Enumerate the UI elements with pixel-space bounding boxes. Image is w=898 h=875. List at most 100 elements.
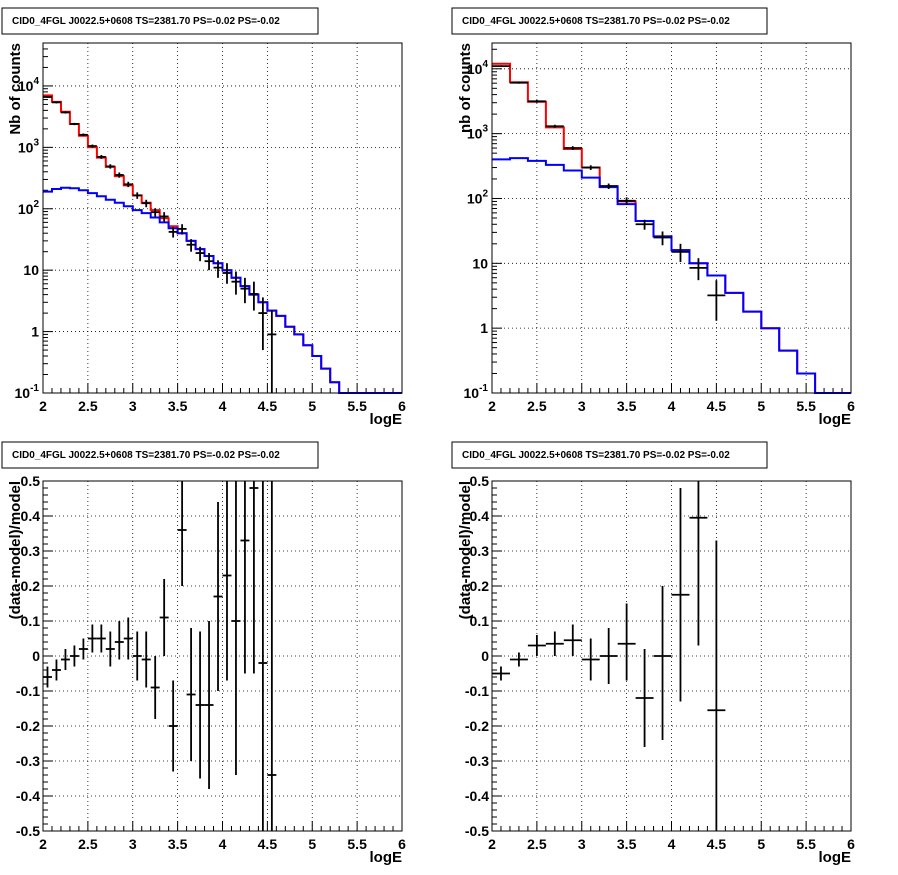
x-tick-label: 4.5 [258, 836, 278, 852]
data-point [267, 481, 277, 831]
data-point [213, 502, 223, 691]
data-point [492, 65, 510, 68]
y-tick-label: 104 [18, 76, 40, 94]
y-tick-label: 0.1 [21, 613, 41, 629]
y-tick-label: 0.5 [470, 473, 490, 489]
data-point [231, 271, 241, 295]
x-tick-label: 5.5 [347, 836, 367, 852]
x-tick-label: 3 [578, 836, 586, 852]
data-point [69, 122, 79, 126]
y-tick-label: -0.4 [16, 788, 40, 804]
data-point [635, 219, 654, 230]
data-point [267, 310, 277, 393]
y-tick-label: -0.1 [16, 683, 40, 699]
x-tick-label: 6 [398, 398, 406, 414]
x-tick-label: 4.5 [707, 836, 727, 852]
data-point [150, 656, 160, 719]
data-point [563, 624, 582, 656]
panel-top-left: CID0_4FGL J0022.5+0608 TS=2381.70 PS=-0.… [1, 7, 406, 428]
y-axis-title: nb of counts [457, 43, 474, 133]
y-tick-label: 0.5 [21, 473, 41, 489]
data-point [195, 246, 205, 262]
x-tick-label: 3 [578, 398, 586, 414]
data-point [231, 481, 241, 775]
data-point [43, 96, 52, 98]
x-axis-title: logE [819, 411, 852, 428]
y-tick-label: 104 [467, 59, 489, 77]
data-point [78, 638, 88, 660]
x-tick-label: 2 [488, 836, 496, 852]
y-tick-label: 10-1 [464, 383, 489, 401]
data-point [186, 239, 196, 252]
x-tick-label: 4.5 [258, 398, 278, 414]
data-point [78, 133, 88, 137]
data-point [492, 666, 510, 681]
y-tick-label: -0.2 [16, 718, 40, 734]
data-point [545, 631, 564, 656]
y-tick-label: 10-1 [15, 383, 40, 401]
panel-title-box [1, 441, 319, 469]
data-point [204, 253, 214, 271]
plot-frame [491, 42, 852, 394]
data-point [581, 165, 600, 170]
data-point [689, 481, 708, 646]
x-tick-label: 6 [398, 836, 406, 852]
data-point [96, 624, 106, 653]
data-point [707, 280, 726, 321]
data-point [653, 231, 672, 246]
y-tick-label: 103 [18, 137, 40, 155]
x-axis-title: logE [819, 849, 852, 866]
y-tick-label: 0.2 [21, 578, 41, 594]
x-tick-label: 4.5 [707, 398, 727, 414]
data-point [563, 146, 582, 150]
y-tick-label: 102 [18, 199, 40, 217]
x-tick-label: 3.5 [617, 836, 637, 852]
data-point [114, 621, 124, 660]
y-tick-label: -0.3 [16, 753, 40, 769]
y-tick-label: 0.1 [470, 613, 490, 629]
data-point [240, 481, 250, 674]
y-tick-label: 0 [32, 648, 40, 664]
data-point [132, 631, 142, 681]
panel-title-box [451, 7, 768, 35]
data-point [114, 172, 124, 178]
data-point [150, 208, 160, 217]
x-tick-label: 2.5 [527, 398, 547, 414]
plot-frame [42, 42, 403, 394]
panel-title: CID0_4FGL J0022.5+0608 TS=2381.70 PS=-0.… [462, 450, 730, 461]
y-tick-label: 0.4 [470, 508, 490, 524]
data-point [177, 224, 187, 235]
data-point [51, 101, 61, 104]
x-tick-label: 3.5 [168, 836, 188, 852]
data-point [599, 183, 618, 190]
data-point [159, 212, 169, 222]
data-point [69, 645, 79, 667]
data-point [671, 488, 690, 702]
y-tick-label: -0.5 [16, 823, 40, 839]
data-point [258, 481, 268, 831]
x-tick-label: 5.5 [796, 398, 816, 414]
data-point [240, 277, 250, 304]
x-tick-label: 2 [39, 836, 47, 852]
x-tick-label: 5 [308, 836, 316, 852]
data-point [617, 197, 636, 205]
y-tick-label: 0.4 [21, 508, 41, 524]
y-tick-label: -0.5 [465, 823, 489, 839]
x-axis-title: logE [370, 849, 403, 866]
y-axis-title: (data-model)/model [7, 481, 24, 619]
data-point [617, 603, 636, 681]
data-point [653, 586, 672, 740]
data-point [222, 263, 232, 284]
panel-bottom-left: CID0_4FGL J0022.5+0608 TS=2381.70 PS=-0.… [1, 441, 406, 866]
data-point [168, 680, 178, 772]
y-tick-label: 1 [31, 324, 39, 340]
panel-title-box [1, 7, 319, 35]
data-point [671, 243, 690, 262]
data-point [222, 481, 232, 681]
data-point [87, 624, 97, 653]
x-tick-label: 2 [39, 398, 47, 414]
data-point [689, 258, 708, 281]
data-point [258, 297, 268, 351]
y-axis-title: (data-model)/model [457, 481, 474, 619]
